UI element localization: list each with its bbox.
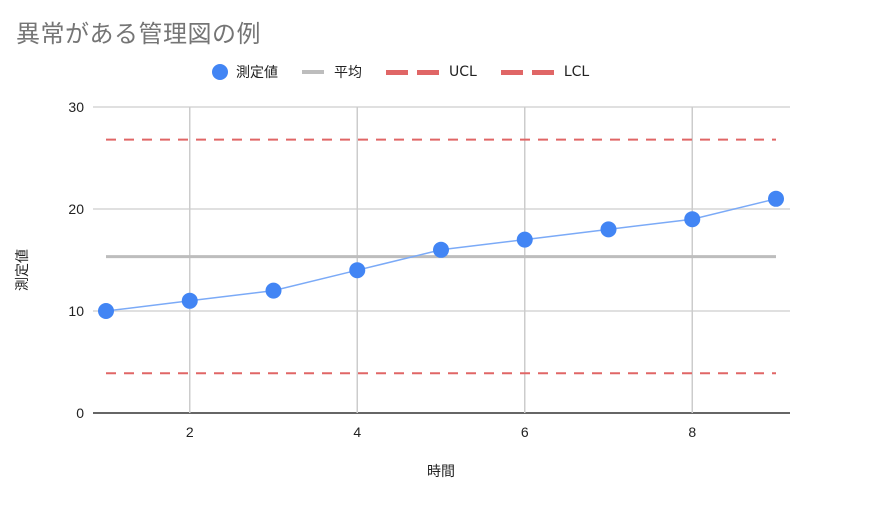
data-point[interactable] <box>684 211 701 228</box>
legend-item-lcl[interactable]: LCL <box>500 64 590 80</box>
x-axis-title: 時間 <box>427 464 455 480</box>
data-point[interactable] <box>98 303 114 319</box>
data-point[interactable] <box>768 190 784 207</box>
axis-ticks: 0 10 20 30 2 4 6 8 <box>68 99 696 440</box>
data-points <box>98 190 784 319</box>
y-tick-label: 0 <box>76 405 84 421</box>
legend-label: UCL <box>449 64 477 80</box>
legend-item-measured[interactable]: 測定値 <box>212 62 278 82</box>
data-point[interactable] <box>433 241 449 258</box>
solid-line-icon <box>302 70 324 74</box>
y-tick-label: 20 <box>68 201 84 217</box>
dot-marker-icon <box>212 64 228 80</box>
chart-legend: 測定値 平均 UCL LCL <box>212 62 613 82</box>
dashed-line-icon <box>386 69 439 75</box>
legend-label: 測定値 <box>236 65 278 81</box>
y-tick-label: 10 <box>68 303 84 319</box>
chart-title: 異常がある管理図の例 <box>16 20 261 48</box>
legend-label: LCL <box>563 64 590 80</box>
x-tick-label: 8 <box>688 424 696 440</box>
legend-item-average[interactable]: 平均 <box>302 62 362 82</box>
y-tick-label: 30 <box>68 99 84 115</box>
dashed-line-icon <box>500 69 554 75</box>
data-point[interactable] <box>349 262 366 279</box>
x-tick-label: 4 <box>353 424 361 440</box>
x-tick-label: 2 <box>186 424 194 440</box>
legend-item-ucl[interactable]: UCL <box>386 64 477 80</box>
data-point[interactable] <box>265 282 282 299</box>
data-point[interactable] <box>516 231 533 248</box>
data-point[interactable] <box>600 221 617 238</box>
x-tick-label: 6 <box>521 424 529 440</box>
data-point[interactable] <box>181 292 198 309</box>
legend-label: 平均 <box>334 65 362 81</box>
gridlines <box>93 106 790 414</box>
y-axis-title: 測定値 <box>15 249 31 291</box>
